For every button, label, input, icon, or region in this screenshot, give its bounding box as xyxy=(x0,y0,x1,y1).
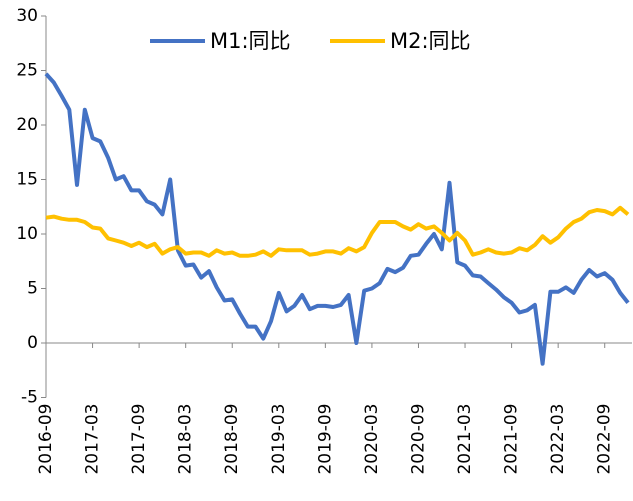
line-series xyxy=(44,72,630,366)
legend-label: M1:同比 xyxy=(210,29,291,53)
x-tick-label: 2022-03 xyxy=(548,404,568,475)
x-tick-label: 2016-09 xyxy=(36,404,56,475)
x-tick-label: 2020-09 xyxy=(408,404,428,475)
x-tick-label: 2020-03 xyxy=(362,404,382,475)
x-tick-label: 2018-03 xyxy=(176,404,196,475)
y-tick-label: -5 xyxy=(21,388,38,408)
legend-label: M2:同比 xyxy=(390,29,471,53)
y-tick-label: 25 xyxy=(16,61,38,81)
y-tick-label: 30 xyxy=(16,6,38,26)
y-tick-label: 15 xyxy=(16,170,38,190)
y-tick-label: 0 xyxy=(27,333,38,353)
x-tick-label: 2017-03 xyxy=(83,404,103,475)
x-tick-label: 2018-09 xyxy=(222,404,242,475)
y-tick-label: 20 xyxy=(16,115,38,135)
x-tick-label: 2019-09 xyxy=(315,404,335,475)
y-tick-label: 10 xyxy=(16,224,38,244)
y-tick-label: 5 xyxy=(27,279,38,299)
x-tick-label: 2022-09 xyxy=(595,404,615,475)
x-tick-label: 2021-09 xyxy=(502,404,522,475)
x-tick-label: 2017-09 xyxy=(129,404,149,475)
x-tick-label: 2021-03 xyxy=(455,404,475,475)
line-series xyxy=(45,205,630,258)
x-tick-label: 2019-03 xyxy=(269,404,289,475)
